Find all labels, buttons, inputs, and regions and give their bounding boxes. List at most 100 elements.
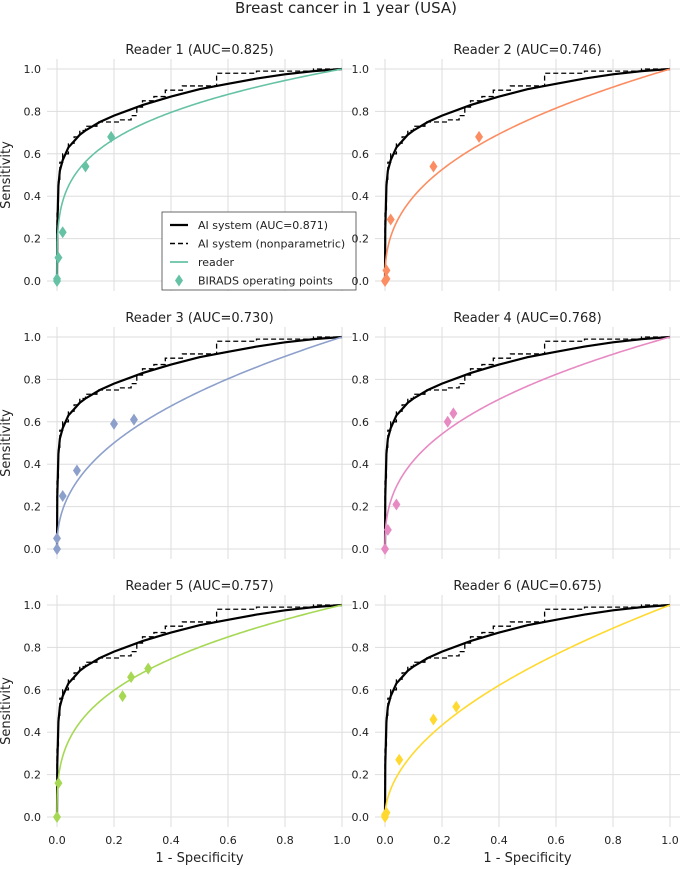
birads-point (381, 543, 389, 555)
legend-label: AI system (nonparametric) (198, 238, 345, 251)
birads-point (449, 407, 458, 420)
birads-point (53, 811, 61, 823)
y-axis-label: Sensitivity (0, 677, 14, 745)
ai-nonparametric-line (56, 336, 342, 549)
x-axis-label: 1 - Specificity (483, 851, 572, 865)
ai-nonparametric-line (384, 604, 670, 817)
x-tick-label: 0.6 (547, 834, 565, 847)
birads-point (144, 662, 153, 675)
legend-box (161, 211, 357, 291)
y-tick-label: 0.2 (352, 233, 370, 246)
y-tick-label: 0.0 (352, 811, 370, 824)
panel-reader-5: Reader 5 (AUC=0.757) 0.0 0.2 0.4 0.6 0.8 1.0 0.… (0, 579, 352, 866)
y-tick-label: 0.0 (24, 543, 42, 556)
birads-point (382, 264, 391, 277)
figure-title: Breast cancer in 1 year (USA) (235, 0, 457, 17)
reader-line (384, 604, 671, 817)
birads-point (118, 690, 127, 703)
x-tick-label: 0.4 (162, 834, 180, 847)
y-axis-label: Sensitivity (0, 409, 14, 477)
ai-nonparametric-line (56, 604, 342, 817)
reader-line (56, 68, 343, 281)
panels-group: Reader 1 (AUC=0.825) 0.0 0.2 0.4 0.6 0.8 1.0 Se… (0, 43, 680, 866)
ai-nonparametric-line (384, 336, 670, 549)
ai-system-line (55, 335, 343, 550)
y-tick-label: 0.8 (352, 105, 370, 118)
legend-item-solid: AI system (AUC=0.871) (170, 219, 328, 232)
y-tick-label: 0.0 (24, 275, 42, 288)
ai-system-line (383, 335, 671, 550)
y-tick-label: 1.0 (352, 331, 370, 344)
y-tick-label: 1.0 (24, 331, 42, 344)
y-tick-label: 0.0 (24, 811, 42, 824)
legend-item-dashed: AI system (nonparametric) (170, 238, 345, 251)
y-tick-label: 0.6 (24, 684, 42, 697)
y-tick-label: 1.0 (352, 599, 370, 612)
panel-reader-2: Reader 2 (AUC=0.746) 0.0 0.2 0.4 0.6 0.8 1.0 (352, 43, 680, 291)
x-tick-label: 0.8 (604, 834, 622, 847)
birads-point (54, 251, 63, 264)
y-tick-label: 0.6 (24, 416, 42, 429)
y-axis-label: Sensitivity (0, 141, 14, 209)
panel-title: Reader 3 (AUC=0.730) (125, 311, 273, 326)
birads-point (53, 272, 61, 285)
y-tick-label: 1.0 (24, 63, 42, 76)
x-axis-label: 1 - Specificity (155, 851, 244, 865)
y-tick-label: 0.0 (352, 275, 370, 288)
y-tick-label: 0.2 (24, 501, 42, 514)
birads-point (386, 213, 395, 226)
panel-title: Reader 4 (AUC=0.768) (453, 311, 601, 326)
birads-point (392, 498, 401, 511)
legend-item-reader: reader (170, 256, 235, 269)
y-tick-label: 0.6 (352, 684, 370, 697)
y-tick-label: 0.4 (352, 458, 370, 471)
legend-label: AI system (AUC=0.871) (198, 219, 328, 232)
birads-point (395, 753, 404, 766)
reader-line (56, 604, 343, 817)
birads-point (429, 160, 438, 173)
reader-line (384, 336, 671, 549)
x-tick-label: 1.0 (661, 834, 679, 847)
birads-point (383, 523, 392, 536)
y-tick-label: 0.4 (24, 726, 42, 739)
y-tick-label: 0.8 (24, 105, 42, 118)
birads-point (452, 700, 461, 713)
y-tick-label: 0.4 (352, 190, 370, 203)
birads-point (475, 130, 484, 143)
birads-point (129, 413, 138, 426)
birads-point (54, 777, 63, 790)
ai-system-line (55, 67, 343, 282)
y-tick-label: 0.4 (352, 726, 370, 739)
panel-title: Reader 6 (AUC=0.675) (453, 579, 601, 594)
panel-title: Reader 1 (AUC=0.825) (125, 43, 273, 58)
x-tick-label: 0.6 (219, 834, 237, 847)
y-tick-label: 0.8 (352, 373, 370, 386)
legend-label: BIRADS operating points (198, 275, 333, 288)
ai-system-line (55, 603, 343, 818)
y-tick-label: 0.6 (24, 148, 42, 161)
y-tick-label: 0.6 (352, 416, 370, 429)
y-tick-label: 0.2 (352, 501, 370, 514)
y-tick-label: 0.2 (24, 769, 42, 782)
reader-line (384, 68, 671, 281)
y-tick-label: 1.0 (24, 599, 42, 612)
x-tick-label: 0.2 (105, 834, 123, 847)
ai-system-line (383, 67, 671, 282)
birads-point (382, 272, 391, 285)
panel-reader-4: Reader 4 (AUC=0.768) 0.0 0.2 0.4 0.6 0.8 1.0 (352, 311, 680, 559)
birads-point (429, 713, 438, 726)
x-tick-label: 0.0 (48, 834, 66, 847)
birads-point (58, 226, 67, 239)
legend-marker-swatch (175, 274, 183, 287)
y-tick-label: 0.4 (24, 458, 42, 471)
y-tick-label: 0.0 (352, 543, 370, 556)
ai-system-line (383, 603, 671, 818)
birads-point (443, 415, 452, 428)
panel-title: Reader 5 (AUC=0.757) (125, 579, 273, 594)
birads-point (110, 417, 118, 430)
x-tick-label: 0.0 (376, 834, 394, 847)
y-tick-label: 0.8 (24, 373, 42, 386)
legend-item-marker: BIRADS operating points (175, 274, 333, 288)
x-tick-label: 1.0 (333, 834, 351, 847)
